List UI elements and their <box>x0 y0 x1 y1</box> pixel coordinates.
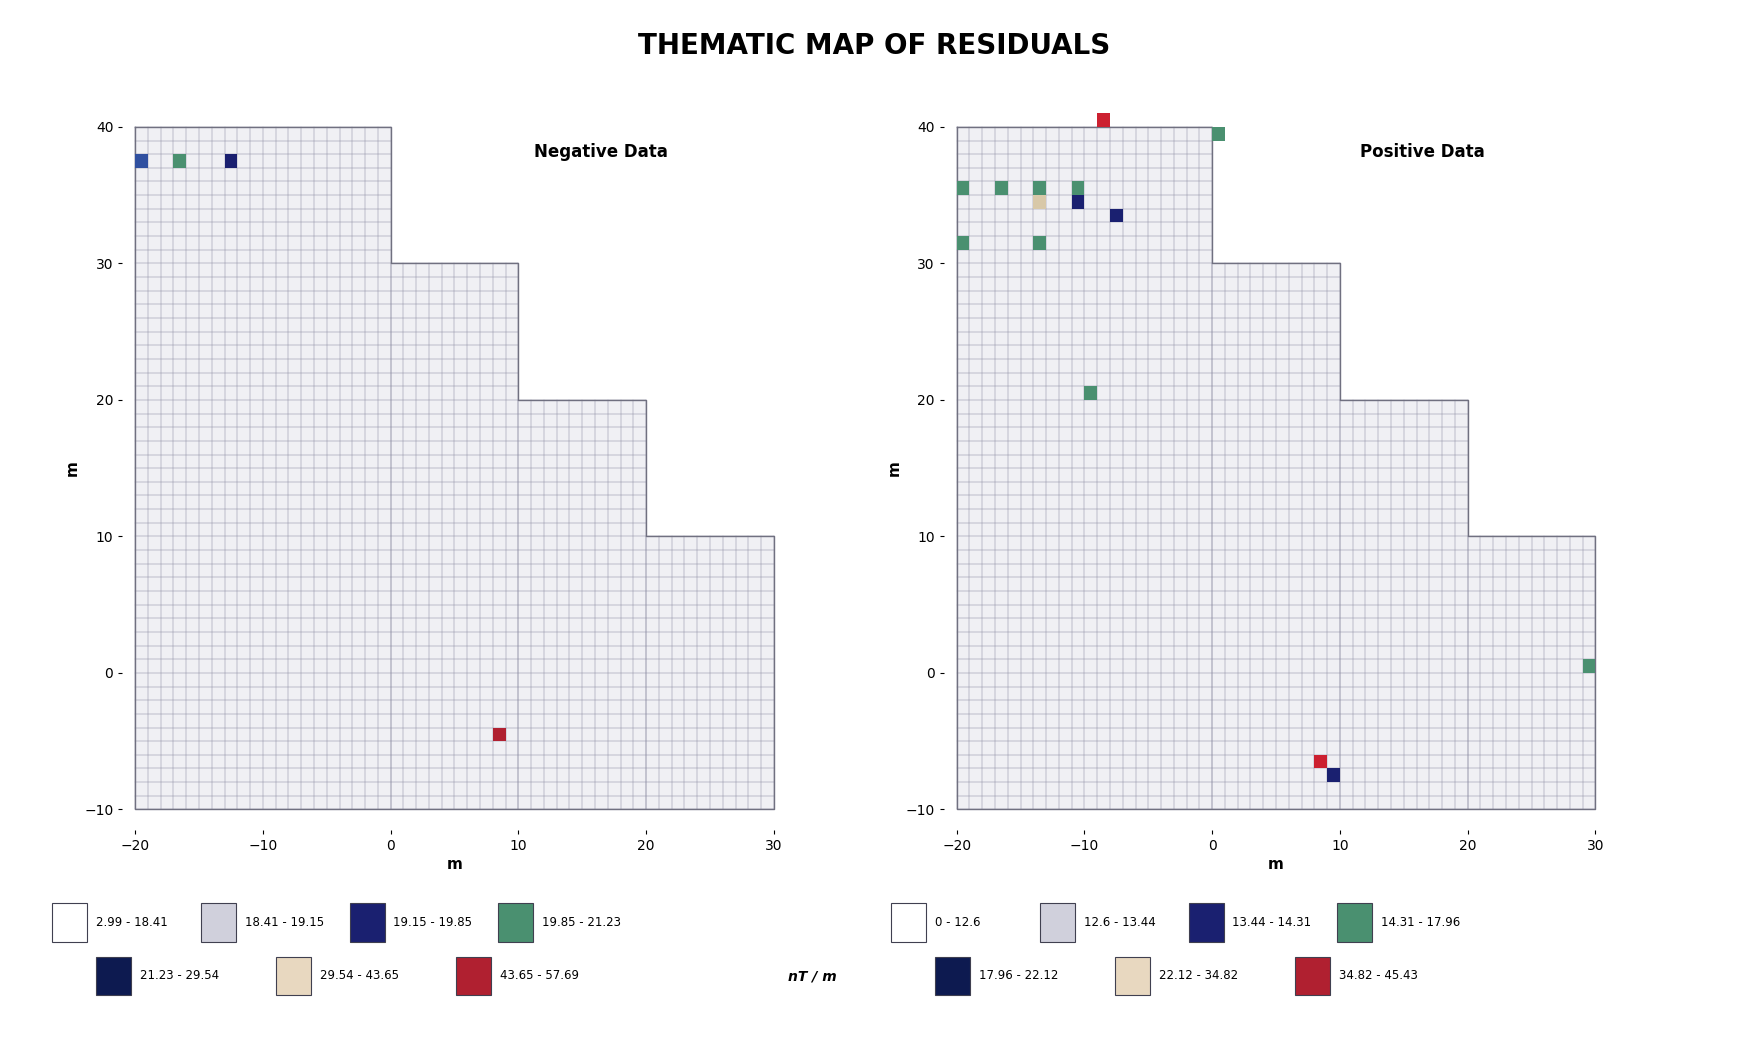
Bar <box>995 182 1009 195</box>
Bar <box>1033 236 1045 250</box>
Bar <box>956 182 970 195</box>
Bar <box>1072 195 1084 209</box>
Text: nT / m: nT / m <box>788 969 837 984</box>
Bar <box>135 127 390 810</box>
Text: 43.65 - 57.69: 43.65 - 57.69 <box>500 969 579 982</box>
Bar <box>956 236 970 250</box>
Bar <box>956 127 1211 810</box>
Y-axis label: m: m <box>886 461 902 476</box>
X-axis label: m: m <box>1267 858 1285 872</box>
Text: 34.82 - 45.43: 34.82 - 45.43 <box>1339 969 1418 982</box>
Bar <box>1033 182 1045 195</box>
Bar <box>390 264 519 810</box>
Bar <box>1072 182 1084 195</box>
Bar <box>1582 660 1596 672</box>
Bar <box>647 536 774 810</box>
Bar <box>1341 400 1468 810</box>
Text: 2.99 - 18.41: 2.99 - 18.41 <box>96 916 168 929</box>
Bar <box>1211 264 1341 810</box>
Text: 14.31 - 17.96: 14.31 - 17.96 <box>1381 916 1460 929</box>
X-axis label: m: m <box>446 858 463 872</box>
Text: 13.44 - 14.31: 13.44 - 14.31 <box>1232 916 1311 929</box>
Bar <box>173 154 187 168</box>
Bar <box>1468 536 1596 810</box>
Text: 17.96 - 22.12: 17.96 - 22.12 <box>979 969 1058 982</box>
Bar <box>519 400 647 810</box>
Bar <box>135 154 149 168</box>
Text: 18.41 - 19.15: 18.41 - 19.15 <box>245 916 323 929</box>
Bar <box>1098 113 1110 127</box>
Bar <box>1110 209 1122 222</box>
Y-axis label: m: m <box>65 461 80 476</box>
Text: Positive Data: Positive Data <box>1360 143 1484 161</box>
Bar <box>1033 195 1045 209</box>
Text: 29.54 - 43.65: 29.54 - 43.65 <box>320 969 399 982</box>
Bar <box>1084 386 1098 400</box>
Text: 21.23 - 29.54: 21.23 - 29.54 <box>140 969 218 982</box>
Text: 19.85 - 21.23: 19.85 - 21.23 <box>542 916 621 929</box>
Text: Negative Data: Negative Data <box>533 143 668 161</box>
Bar <box>1211 127 1225 140</box>
Bar <box>1327 768 1341 782</box>
Text: 0 - 12.6: 0 - 12.6 <box>935 916 981 929</box>
Bar <box>493 728 505 742</box>
Text: 19.15 - 19.85: 19.15 - 19.85 <box>393 916 472 929</box>
Text: 12.6 - 13.44: 12.6 - 13.44 <box>1084 916 1155 929</box>
Bar <box>224 154 238 168</box>
Bar <box>1314 754 1327 768</box>
Text: THEMATIC MAP OF RESIDUALS: THEMATIC MAP OF RESIDUALS <box>638 32 1110 60</box>
Text: 22.12 - 34.82: 22.12 - 34.82 <box>1159 969 1238 982</box>
